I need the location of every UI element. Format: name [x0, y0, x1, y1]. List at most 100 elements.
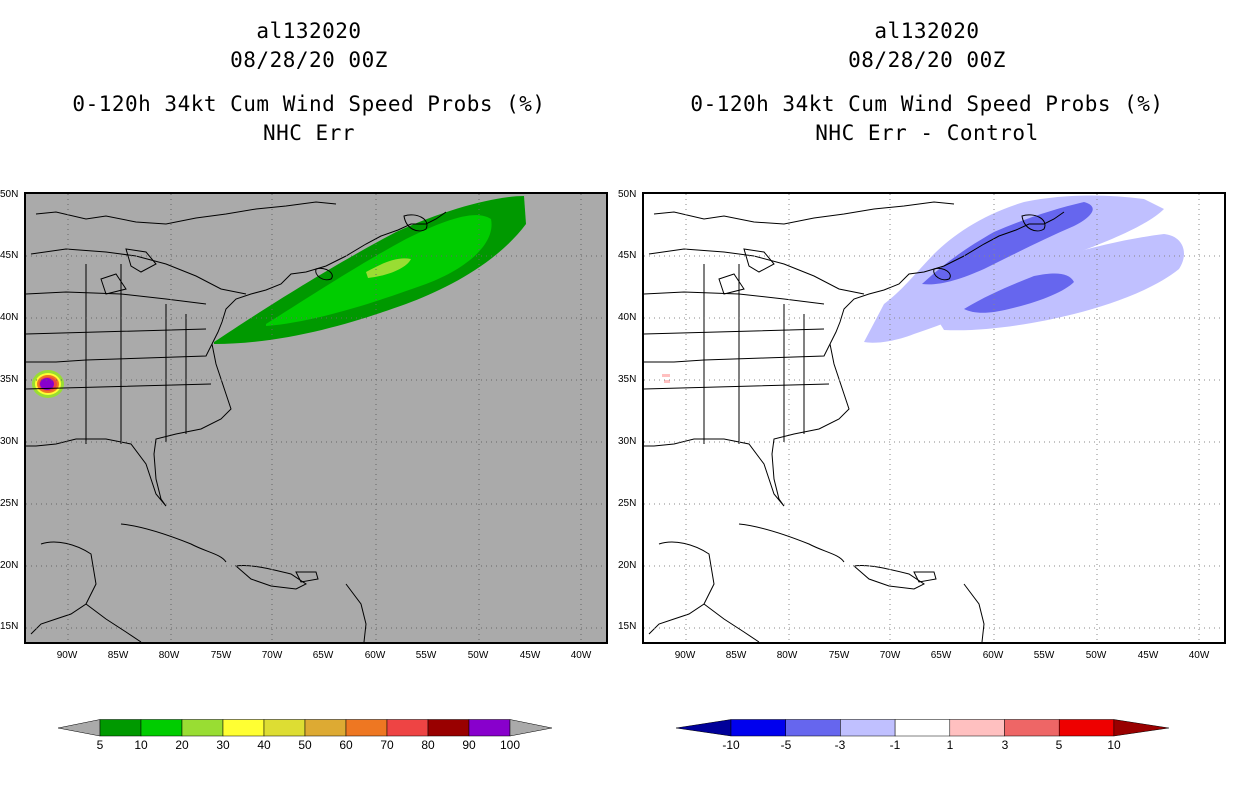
lon-label: 90W [56, 650, 78, 661]
colorbar-swatch [181, 719, 224, 737]
difference-shading [662, 195, 1184, 383]
lon-label: 70W [261, 650, 283, 661]
colorbar-swatch [949, 719, 1005, 737]
grid-lines [26, 194, 606, 642]
colorbar-swatch [468, 719, 511, 737]
lat-label: 40N [0, 312, 19, 323]
colorbar-label: 30 [216, 738, 230, 752]
map-canvas [644, 194, 1224, 642]
lat-label: 15N [618, 621, 637, 632]
colorbar-label: 10 [134, 738, 148, 752]
diff-minus3-region [964, 273, 1074, 313]
lon-label: 45W [1137, 650, 1159, 661]
grid-lines [644, 194, 1224, 642]
colorbar-swatch [263, 719, 306, 737]
lat-label: 30N [0, 436, 19, 447]
colorbar-end-arrow [58, 719, 101, 737]
lat-label: 25N [0, 498, 19, 509]
storm-id: al132020 [256, 19, 362, 43]
colorbar-label: 100 [499, 738, 521, 752]
colorbar-swatch [1058, 719, 1115, 737]
colorbar-label: 80 [421, 738, 435, 752]
colorbar-label: -3 [834, 738, 846, 752]
colorbar-label: 50 [298, 738, 312, 752]
lat-label: 30N [618, 436, 637, 447]
colorbar-end-arrow [1113, 719, 1169, 737]
colorbar-swatch [386, 719, 429, 737]
lat-label: 35N [618, 374, 637, 385]
lon-label: 75W [828, 650, 850, 661]
lat-label: 45N [618, 250, 637, 261]
lon-label: 40W [1188, 650, 1210, 661]
colorbar-swatch [304, 719, 347, 737]
colorbar-label: 1 [946, 738, 954, 752]
colorbar-swatch [730, 719, 786, 737]
lon-label: 65W [930, 650, 952, 661]
left-panel: al132020 08/28/20 00Z 0-120h 34kt Cum Wi… [0, 19, 608, 752]
diff-positive-region [664, 380, 670, 383]
colorbar-label: 5 [96, 738, 104, 752]
coastlines [644, 201, 1065, 642]
lat-label: 15N [0, 621, 19, 632]
colorbar-label: 3 [1001, 738, 1009, 752]
colorbar-label: -1 [889, 738, 901, 752]
lon-label: 60W [982, 650, 1004, 661]
coastlines [26, 201, 447, 642]
colorbar [58, 719, 553, 737]
colorbar-label: -10 [722, 738, 740, 752]
probability-map [24, 192, 608, 644]
datetime: 08/28/20 00Z [230, 48, 388, 72]
colorbar-swatch [785, 719, 841, 737]
product-title: 0-120h 34kt Cum Wind Speed Probs (%) [72, 92, 546, 116]
map-canvas [26, 194, 606, 642]
lat-label: 25N [618, 498, 637, 509]
colorbar-label: 5 [1055, 738, 1063, 752]
lat-label: 45N [0, 250, 19, 261]
colorbar-end-arrow [509, 719, 553, 737]
colorbar-swatch [1004, 719, 1060, 737]
colorbar-swatch [840, 719, 896, 737]
product-subtitle: NHC Err - Control [815, 121, 1039, 145]
colorbar-label: 10 [1107, 738, 1121, 752]
right-panel: al132020 08/28/20 00Z 0-120h 34kt Cum Wi… [618, 0, 1236, 800]
product-subtitle: NHC Err [262, 121, 355, 145]
diff-positive-region [662, 374, 670, 377]
lon-label: 45W [519, 650, 541, 661]
colorbar-swatch [427, 719, 470, 737]
colorbar-label: 40 [257, 738, 271, 752]
lat-label: 20N [0, 560, 19, 571]
colorbar-swatch [894, 719, 951, 737]
lon-label: 65W [312, 650, 334, 661]
lat-label: 35N [0, 374, 19, 385]
lat-label: 20N [618, 560, 637, 571]
datetime: 08/28/20 00Z [848, 48, 1006, 72]
colorbar-label: 20 [175, 738, 189, 752]
lon-label: 50W [467, 650, 489, 661]
lon-label: 40W [570, 650, 592, 661]
difference-map [642, 192, 1226, 644]
probability-shading [32, 196, 526, 398]
colorbar-swatch [345, 719, 388, 737]
lon-label: 60W [364, 650, 386, 661]
lon-label: 55W [415, 650, 437, 661]
lon-label: 80W [158, 650, 180, 661]
lat-label: 50N [618, 189, 637, 200]
product-title: 0-120h 34kt Cum Wind Speed Probs (%) [690, 92, 1164, 116]
storm-id: al132020 [874, 19, 980, 43]
diff-minus1-region [864, 195, 1164, 343]
lon-label: 70W [879, 650, 901, 661]
inland-cluster [32, 370, 64, 398]
lon-label: 90W [674, 650, 696, 661]
colorbar [676, 719, 1169, 737]
colorbar-swatch [140, 719, 183, 737]
diff-minus3-region [922, 202, 1093, 285]
colorbar-label: 90 [462, 738, 476, 752]
lon-label: 75W [210, 650, 232, 661]
lon-label: 50W [1085, 650, 1107, 661]
lon-label: 85W [725, 650, 747, 661]
prob-20-region [366, 258, 411, 278]
lat-label: 50N [0, 189, 19, 200]
colorbar-label: -5 [780, 738, 792, 752]
lon-label: 80W [776, 650, 798, 661]
colorbar-swatch [99, 719, 142, 737]
